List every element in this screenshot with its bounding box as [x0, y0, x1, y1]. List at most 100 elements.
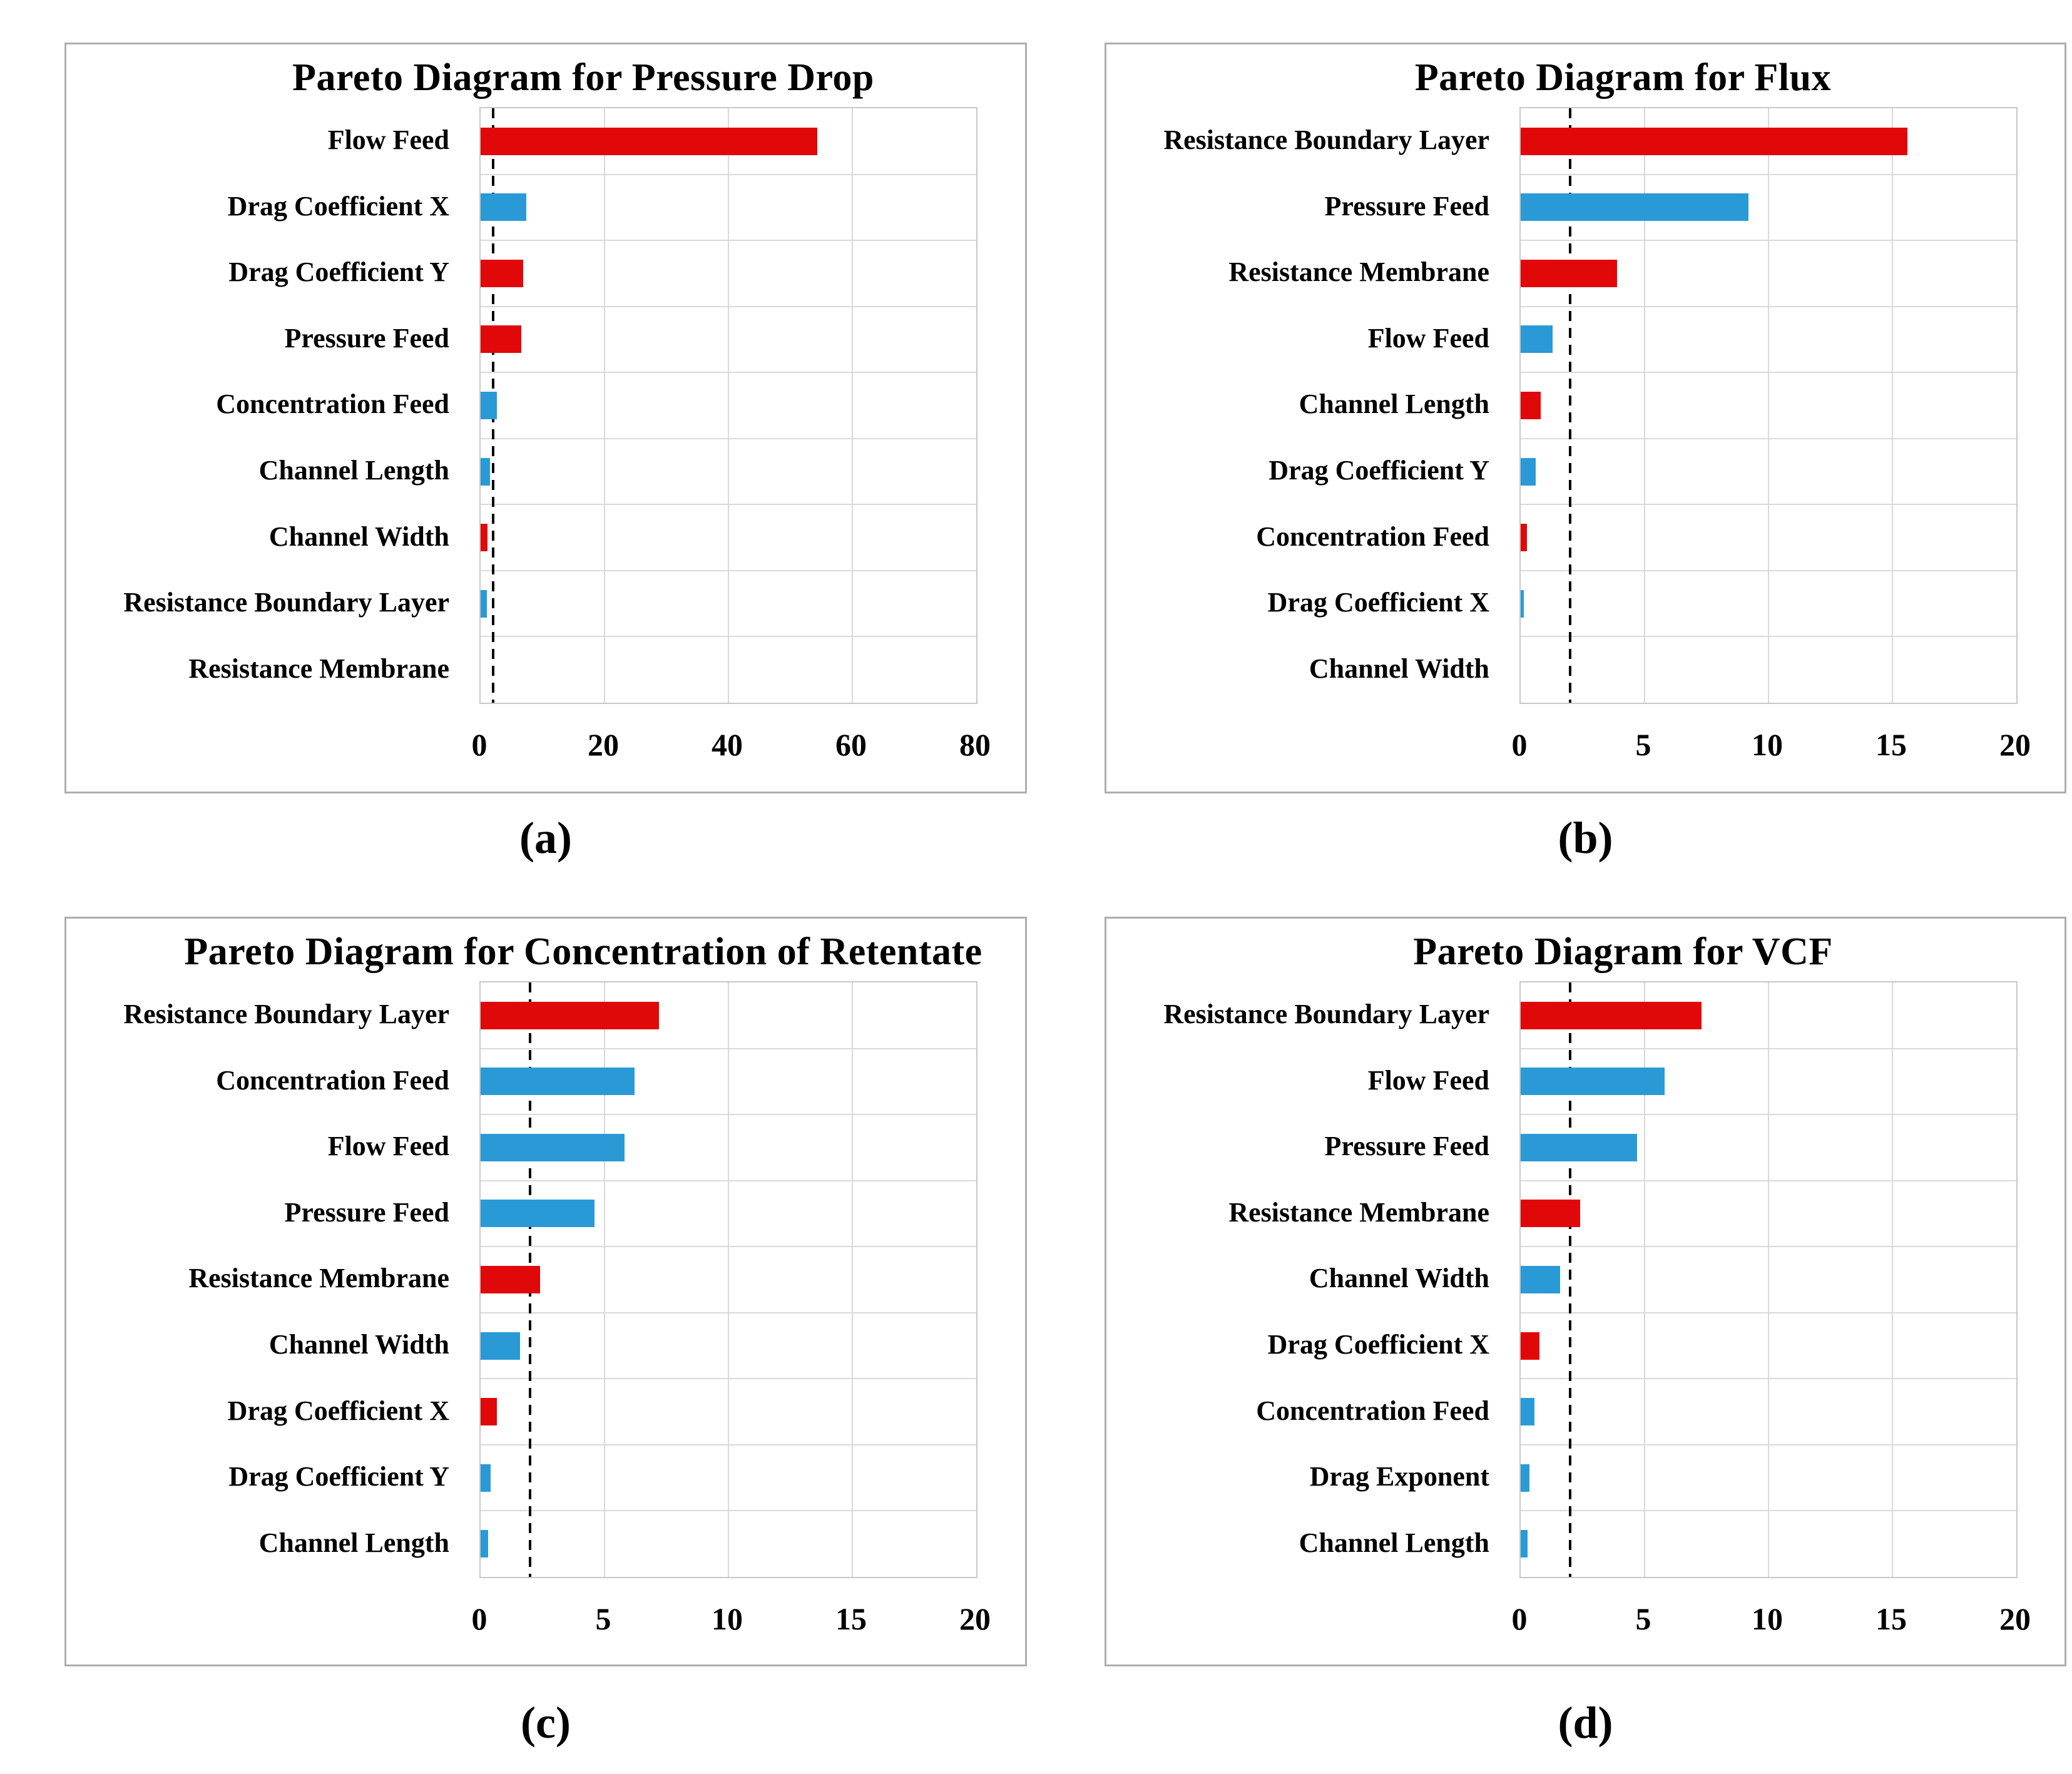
- bar-channel-length: [481, 457, 490, 486]
- subplot-label-a: (a): [519, 813, 572, 863]
- x-tick-label: 20: [959, 1601, 991, 1636]
- x-gridline: [852, 108, 853, 703]
- category-label: Channel Length: [1299, 1527, 1489, 1558]
- bar-flow-feed: [481, 127, 817, 155]
- x-tick-label: 5: [1635, 1601, 1651, 1636]
- chart-title: Pareto Diagram for Pressure Drop: [292, 56, 874, 99]
- x-tick-label: 20: [588, 727, 619, 762]
- bar-channel-length: [1521, 392, 1541, 419]
- row-gridline: [1521, 372, 2016, 374]
- row-gridline: [481, 636, 976, 638]
- x-tick-label: 10: [1752, 1601, 1783, 1636]
- bar-drag-coefficient-x: [1521, 589, 1524, 618]
- category-label: Drag Exponent: [1309, 1461, 1489, 1492]
- category-label: Resistance Membrane: [188, 1263, 449, 1294]
- row-gridline: [481, 173, 976, 175]
- subplot-label-d: (d): [1558, 1698, 1613, 1748]
- category-label: Drag Coefficient X: [1267, 1329, 1489, 1360]
- row-gridline: [1521, 504, 2016, 506]
- category-label: Drag Coefficient Y: [228, 1461, 449, 1492]
- row-gridline: [1521, 636, 2016, 638]
- reference-line: [1569, 982, 1572, 1577]
- bar-drag-coefficient-y: [1521, 457, 1536, 486]
- x-tick-label: 5: [1635, 727, 1651, 762]
- category-label: Flow Feed: [1367, 322, 1489, 354]
- category-label: Flow Feed: [1367, 1064, 1489, 1096]
- category-label: Drag Coefficient Y: [228, 257, 449, 288]
- row-gridline: [1521, 569, 2016, 571]
- category-label: Pressure Feed: [1324, 1131, 1489, 1162]
- row-gridline: [481, 305, 976, 307]
- category-label: Resistance Membrane: [1228, 1196, 1489, 1228]
- bar-concentration-feed: [481, 392, 497, 419]
- row-gridline: [481, 504, 976, 506]
- bar-flow-feed: [1521, 325, 1553, 354]
- row-gridline: [1521, 437, 2016, 439]
- category-label: Concentration Feed: [216, 389, 449, 420]
- category-label: Resistance Membrane: [188, 653, 449, 684]
- row-gridline: [1521, 1048, 2016, 1049]
- x-gridline: [728, 982, 729, 1577]
- x-gridline: [1768, 108, 1769, 703]
- row-gridline: [1521, 1510, 2016, 1512]
- x-gridline: [604, 108, 605, 703]
- x-tick-label: 80: [959, 727, 991, 762]
- x-tick-label: 20: [1999, 1601, 2031, 1636]
- x-gridline: [728, 108, 729, 703]
- x-tick-label: 10: [1752, 727, 1783, 762]
- plot-area: [479, 107, 977, 704]
- row-gridline: [481, 372, 976, 374]
- x-tick-label: 0: [1511, 727, 1528, 762]
- bar-concentration-feed: [1521, 524, 1527, 552]
- x-gridline: [1892, 982, 1893, 1577]
- bar-channel-width: [1521, 1266, 1561, 1293]
- category-label: Flow Feed: [327, 125, 449, 156]
- bar-drag-coefficient-y: [481, 259, 524, 287]
- row-gridline: [1521, 173, 2016, 175]
- category-label: Drag Coefficient X: [227, 1395, 449, 1426]
- bar-drag-coefficient-x: [481, 193, 527, 222]
- x-tick-label: 20: [1999, 727, 2031, 762]
- bar-channel-width: [481, 524, 487, 552]
- bar-flow-feed: [1521, 1068, 1665, 1096]
- plot-area: [1519, 981, 2018, 1578]
- row-gridline: [481, 1312, 976, 1313]
- category-label: Resistance Boundary Layer: [123, 587, 449, 618]
- category-label: Channel Width: [1309, 1263, 1489, 1294]
- bar-pressure-feed: [481, 325, 522, 354]
- row-gridline: [1521, 1180, 2016, 1181]
- x-tick-label: 15: [835, 1601, 867, 1636]
- bar-drag-exponent: [1521, 1464, 1529, 1492]
- category-label: Resistance Boundary Layer: [1163, 999, 1489, 1030]
- row-gridline: [481, 1444, 976, 1445]
- category-label: Drag Coefficient X: [227, 190, 449, 222]
- x-tick-label: 5: [595, 1601, 611, 1636]
- x-tick-label: 40: [712, 727, 743, 762]
- row-gridline: [1521, 1114, 2016, 1116]
- bar-drag-coefficient-y: [481, 1464, 491, 1492]
- x-gridline: [604, 982, 605, 1577]
- chart-panel-b: Pareto Diagram for Flux Resistance Bounda…: [1105, 43, 2066, 793]
- chart-panel-a: Pareto Diagram for Pressure Drop Flow Fee…: [64, 43, 1027, 793]
- bar-channel-width: [481, 1332, 521, 1360]
- x-tick-label: 10: [712, 1601, 743, 1636]
- row-gridline: [481, 1510, 976, 1512]
- x-gridline: [1644, 108, 1645, 703]
- chart-panel-d: Pareto Diagram for VCF Resistance Boundar…: [1105, 917, 2066, 1666]
- bar-pressure-feed: [1521, 1133, 1638, 1161]
- row-gridline: [1521, 1312, 2016, 1313]
- x-gridline: [1892, 108, 1893, 703]
- category-label: Drag Coefficient X: [1267, 587, 1489, 618]
- category-label: Channel Width: [268, 1329, 449, 1360]
- row-gridline: [1521, 1444, 2016, 1445]
- bar-resistance-boundary-layer: [1521, 1001, 1702, 1029]
- x-tick-label: 0: [471, 727, 487, 762]
- bar-pressure-feed: [481, 1200, 595, 1228]
- row-gridline: [1521, 240, 2016, 242]
- row-gridline: [481, 437, 976, 439]
- category-label: Channel Length: [258, 455, 449, 486]
- category-label: Concentration Feed: [1256, 1395, 1489, 1426]
- category-label: Resistance Boundary Layer: [1163, 125, 1489, 156]
- category-label: Pressure Feed: [284, 1196, 449, 1228]
- x-tick-label: 15: [1876, 1601, 1907, 1636]
